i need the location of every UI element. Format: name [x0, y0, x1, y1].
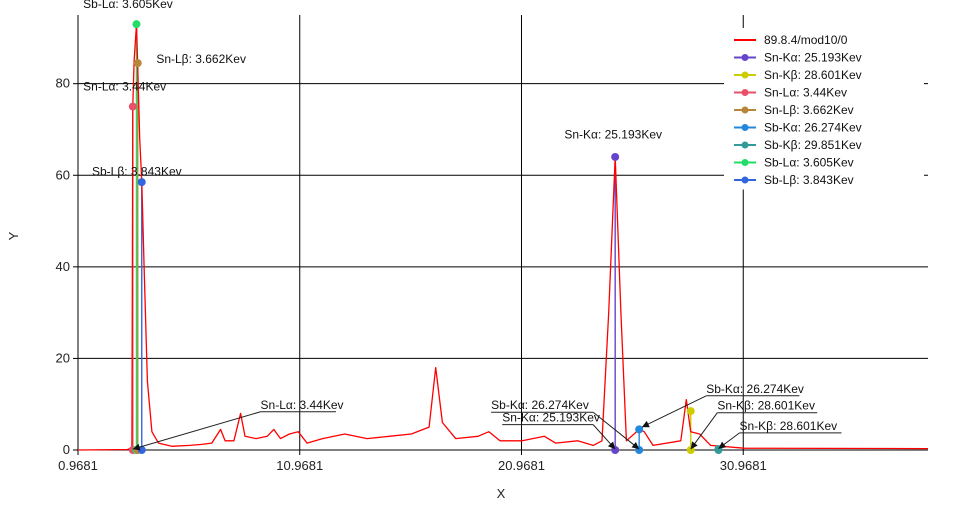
- annotation-leader: [592, 411, 640, 450]
- annotation-label: Sn-Kα: 25.193Kev: [564, 128, 662, 142]
- peak-marker: [137, 178, 146, 187]
- peak-marker: [132, 20, 141, 29]
- annotation-leader: [641, 395, 707, 428]
- annotation-arrowhead: [132, 443, 141, 451]
- y-tick-label: 0: [63, 442, 70, 457]
- legend-swatch-marker: [741, 106, 749, 114]
- legend-swatch-marker: [741, 54, 749, 61]
- annotation-label: Sb-Kα: 26.274Kev: [706, 382, 804, 396]
- annotation-arrowhead: [607, 441, 616, 450]
- legend-entry: Sb-Kα: 26.274Kev: [764, 121, 862, 135]
- legend-entry: Sn-Kα: 25.193Kev: [764, 51, 862, 65]
- legend-swatch-marker: [741, 71, 749, 79]
- peak-markers: [128, 20, 723, 454]
- y-tick-label: 60: [56, 167, 70, 182]
- legend-entry: Sn-Kβ: 28.601Kev: [764, 68, 862, 82]
- annotation-label: Sn-Lα: 3.44Kev: [261, 398, 344, 412]
- axes: 0.9681 10.9681 20.9681 30.9681 0 20 40 60 80: [56, 15, 928, 473]
- y-tick-label: 20: [56, 350, 70, 365]
- legend-swatch-marker: [741, 159, 749, 166]
- legend-swatch-marker: [741, 141, 749, 149]
- annotation-label: Sb-Lβ: 3.843Kev: [92, 164, 182, 178]
- legend-box: [724, 28, 924, 190]
- peak-marker: [686, 407, 695, 416]
- annotation-arrowhead: [641, 420, 650, 428]
- series-lines: [77, 23, 929, 451]
- x-tick-label: 0.9681: [58, 458, 98, 473]
- annotation-label: Sn-Kα: 25.193Kev: [502, 411, 600, 425]
- annotation-leader: [132, 411, 261, 450]
- y-tick-label: 40: [56, 259, 70, 274]
- legend: 89.8.4/mod10/0 Sn-Kα: 25.193Kev Sn-Kβ: 28.…: [724, 28, 924, 190]
- peak-marker: [128, 102, 137, 111]
- legend-swatch-marker: [741, 89, 749, 96]
- x-tick-label: 20.9681: [498, 458, 545, 473]
- x-axis-title: X: [497, 486, 506, 501]
- y-tick-label: 80: [56, 76, 70, 91]
- annotation-label: Sb-Lα: 3.605Kev: [83, 0, 173, 11]
- annotation-label: Sn-Kβ: 28.601Kev: [717, 399, 815, 413]
- legend-entry: 89.8.4/mod10/0: [764, 33, 848, 47]
- annotation-arrowhead: [718, 441, 727, 449]
- annotation-leader: [690, 412, 718, 450]
- legend-entry: Sb-Kβ: 29.851Kev: [764, 138, 862, 152]
- legend-entry: Sn-Lβ: 3.662Kev: [764, 103, 854, 117]
- annotation-arrowhead: [690, 441, 698, 450]
- annotation-label: Sn-Lα: 3.44Kev: [83, 80, 166, 94]
- legend-entry: Sb-Lβ: 3.843Kev: [764, 173, 854, 187]
- annotation-label: Sn-Kβ: 28.601Kev: [740, 419, 838, 433]
- annotations: Sb-Lα: 3.605Kev Sn-Lβ: 3.662Kev Sn-Lα: 3.4…: [83, 0, 842, 451]
- annotation-label: Sb-Kα: 26.274Kev: [491, 398, 589, 412]
- legend-entry: Sn-Lα: 3.44Kev: [764, 86, 847, 100]
- legend-swatch-marker: [741, 176, 749, 184]
- spectrum-line: [77, 23, 929, 451]
- x-tick-label: 30.9681: [720, 458, 767, 473]
- legend-entry: Sb-Lα: 3.605Kev: [764, 156, 854, 170]
- peak-marker: [611, 152, 620, 161]
- peak-marker: [635, 425, 644, 434]
- y-axis-title: Y: [6, 231, 21, 240]
- peak-marker: [133, 59, 142, 68]
- annotation-label: Sn-Lβ: 3.662Kev: [156, 52, 246, 66]
- x-tick-label: 10.9681: [276, 458, 323, 473]
- legend-swatch-marker: [741, 124, 749, 131]
- annotation-arrowhead: [631, 442, 640, 450]
